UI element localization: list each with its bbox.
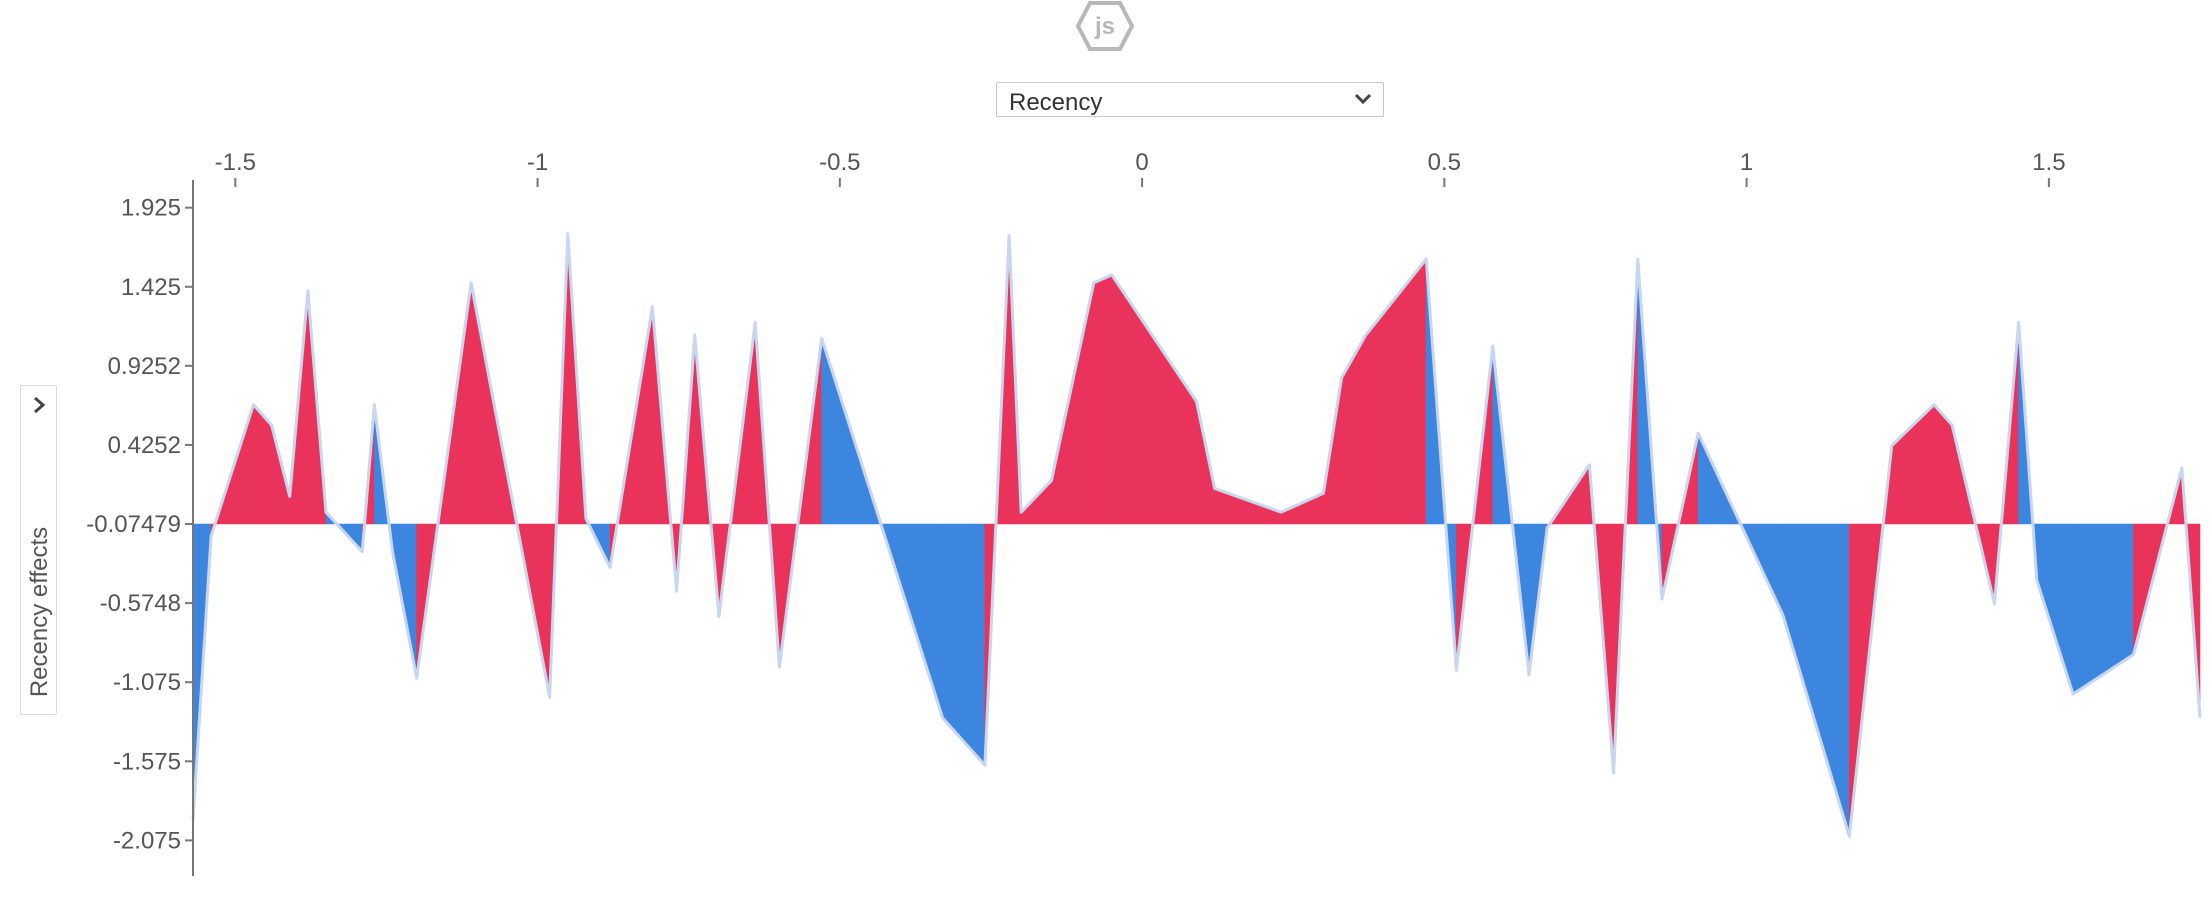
x-tick-label: 0.5 — [1428, 149, 1461, 176]
chevron-down-icon — [1354, 93, 1372, 105]
area-segment — [2036, 523, 2074, 695]
y-tick-label: 1.425 — [121, 274, 181, 301]
y-tick-label: -2.075 — [113, 827, 181, 854]
y-tick-label: -1.575 — [113, 748, 181, 775]
x-tick-label: 1 — [1740, 149, 1753, 176]
y-tick-label: -0.07479 — [86, 511, 181, 538]
y-axis-label: Recency effects — [26, 526, 53, 698]
area-segment — [1214, 488, 1282, 525]
area-segment — [1093, 274, 1113, 525]
area-segment — [1111, 273, 1197, 525]
x-tick-label: -0.5 — [819, 149, 860, 176]
series-line — [191, 232, 2202, 838]
x-tick-label: 1.5 — [2032, 149, 2065, 176]
feature-select[interactable]: Recency — [996, 82, 1384, 117]
logo-text: js — [1094, 13, 1115, 40]
x-tick-label: 0 — [1135, 149, 1148, 176]
area-segment — [1891, 403, 1935, 525]
side-panel-toggle[interactable] — [20, 385, 57, 715]
x-tick-label: -1 — [527, 149, 548, 176]
area-segment — [1341, 333, 1367, 525]
feature-select-value: Recency — [1009, 89, 1103, 116]
js-logo-icon: js — [1075, 1, 1135, 51]
area-segment — [2072, 523, 2134, 695]
chevron-right-icon[interactable] — [28, 394, 50, 416]
y-tick-label: -0.5748 — [100, 590, 181, 617]
chart-areas — [191, 232, 2202, 838]
area-segment — [1782, 523, 1850, 837]
chart-axes: 1.925 1.425 0.9252 0.4252 -0.07479 -0.5748 -1.… — [86, 149, 2066, 876]
y-tick-label: 1.925 — [121, 195, 181, 222]
y-tick-label: 0.9252 — [108, 353, 181, 380]
y-tick-label: -1.075 — [113, 669, 181, 696]
y-tick-label: 0.4252 — [108, 432, 181, 459]
area-segment — [942, 523, 986, 767]
x-tick-label: -1.5 — [215, 149, 256, 176]
